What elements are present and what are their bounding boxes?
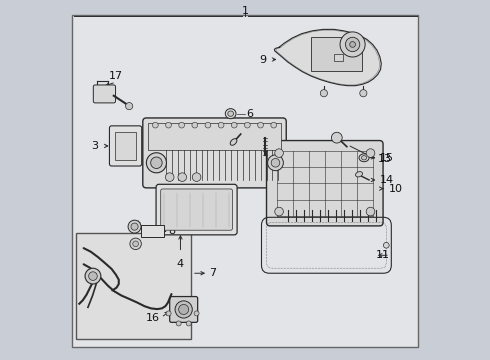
Text: 2: 2 [191,118,198,128]
Text: 8: 8 [168,226,175,236]
Circle shape [231,122,237,128]
Text: 15: 15 [379,153,393,163]
Circle shape [218,122,224,128]
Circle shape [178,173,187,181]
FancyBboxPatch shape [156,184,237,235]
Circle shape [366,207,375,216]
Text: 6: 6 [246,109,253,119]
Circle shape [166,311,171,316]
Circle shape [166,122,171,128]
Circle shape [175,301,192,318]
Bar [141,225,164,237]
Bar [115,132,136,160]
Text: 4: 4 [177,259,184,269]
Circle shape [152,122,158,128]
Ellipse shape [228,111,234,116]
Circle shape [85,268,101,284]
Circle shape [350,41,355,47]
Text: 10: 10 [389,184,402,194]
Text: 9: 9 [259,54,267,64]
Circle shape [205,122,211,128]
Circle shape [179,305,189,315]
Bar [311,37,362,71]
Circle shape [131,223,138,230]
Circle shape [331,132,342,143]
FancyBboxPatch shape [93,85,116,103]
FancyBboxPatch shape [109,126,142,166]
Circle shape [340,32,365,57]
Ellipse shape [362,156,367,160]
Ellipse shape [230,139,237,145]
Text: 7: 7 [209,268,216,278]
Circle shape [383,242,389,248]
Text: 3: 3 [91,141,98,151]
FancyBboxPatch shape [161,189,232,230]
Circle shape [151,157,162,168]
Circle shape [89,272,97,280]
Circle shape [320,90,327,97]
Circle shape [245,122,250,128]
Circle shape [133,241,139,247]
Circle shape [128,220,141,233]
Circle shape [268,155,283,171]
Text: 11: 11 [376,250,390,260]
FancyBboxPatch shape [143,118,286,188]
Bar [148,123,281,150]
Ellipse shape [359,154,369,162]
Circle shape [192,173,201,181]
Circle shape [130,238,141,249]
Bar [334,54,343,61]
Text: 12: 12 [244,140,258,150]
Circle shape [275,207,283,216]
Bar [76,233,191,338]
Text: 5: 5 [248,130,256,140]
Circle shape [125,103,133,110]
Circle shape [258,122,264,128]
Circle shape [166,173,174,181]
Ellipse shape [356,172,363,177]
Circle shape [176,321,181,326]
Text: 16: 16 [146,313,160,323]
Text: 1: 1 [242,6,248,16]
Circle shape [179,122,185,128]
Polygon shape [274,30,381,86]
Circle shape [275,149,283,157]
Text: 13: 13 [378,154,392,164]
Text: 14: 14 [379,175,393,185]
Circle shape [360,90,367,97]
Circle shape [147,153,167,173]
Circle shape [194,311,199,316]
Circle shape [271,158,280,167]
Ellipse shape [225,109,236,119]
FancyBboxPatch shape [170,297,197,322]
Circle shape [345,37,360,51]
Text: 17: 17 [109,71,123,81]
FancyBboxPatch shape [267,140,383,226]
Circle shape [186,321,191,326]
Circle shape [192,122,197,128]
Circle shape [271,122,276,128]
Circle shape [366,149,375,157]
